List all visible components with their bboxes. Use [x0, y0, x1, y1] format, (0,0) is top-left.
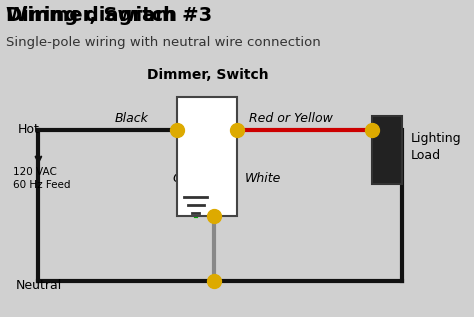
Bar — [177, 97, 237, 216]
Text: Lighting
Load: Lighting Load — [411, 132, 462, 162]
Bar — [372, 116, 402, 184]
Text: Black: Black — [115, 112, 149, 125]
Text: Hot: Hot — [18, 123, 39, 136]
Text: Green: Green — [173, 172, 211, 185]
Text: 120 VAC
60 Hz Feed: 120 VAC 60 Hz Feed — [13, 167, 71, 190]
Text: White: White — [245, 172, 281, 185]
Text: Red or Yellow: Red or Yellow — [249, 112, 333, 125]
Text: Single-pole wiring with neutral wire connection: Single-pole wiring with neutral wire con… — [6, 36, 321, 49]
Text: Wiring diagram #3: Wiring diagram #3 — [6, 6, 212, 25]
Text: Dimmer, Switch: Dimmer, Switch — [146, 68, 268, 82]
Text: Neutral: Neutral — [16, 280, 63, 293]
Text: Dimmer, Switch: Dimmer, Switch — [6, 6, 177, 25]
